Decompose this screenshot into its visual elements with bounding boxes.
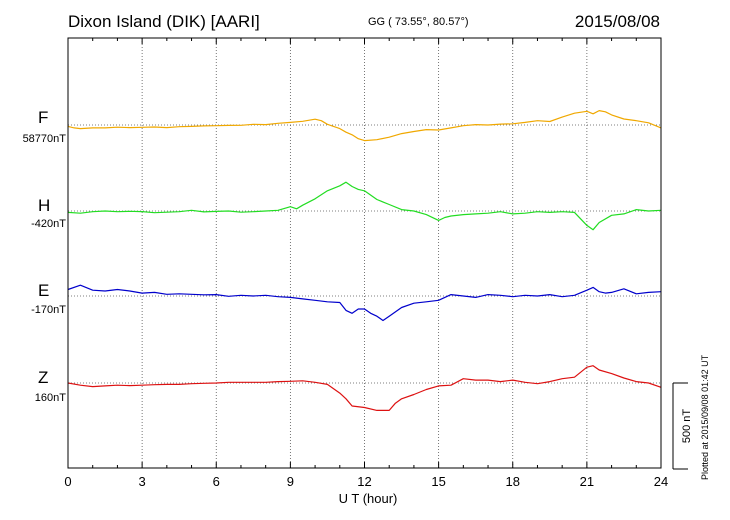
trace-baseline-z: 160nT — [34, 392, 66, 404]
trace-line-f — [67, 110, 662, 142]
x-tick-label: 6 — [213, 474, 220, 489]
x-axis-label: U T (hour) — [339, 491, 398, 506]
x-tick-label: 9 — [287, 474, 294, 489]
station-title: Dixon Island (DIK) [AARI] — [68, 12, 260, 31]
plot-frame — [67, 37, 662, 469]
trace-line-z — [67, 365, 662, 411]
trace-layer — [67, 110, 662, 411]
scale-bar-label: 500 nT — [681, 409, 693, 444]
x-tick-label: 18 — [506, 474, 520, 489]
x-tick-label: 21 — [580, 474, 594, 489]
x-tick-label: 3 — [139, 474, 146, 489]
x-tick-label: 0 — [64, 474, 71, 489]
trace-name-f: F — [38, 108, 49, 127]
x-tick-label: 15 — [431, 474, 445, 489]
trace-line-e — [67, 284, 662, 322]
trace-baseline-f: 58770nT — [22, 133, 66, 145]
trace-baseline-h: -420nT — [31, 218, 66, 230]
trace-baseline-e: -170nT — [31, 304, 66, 316]
grid-layer — [68, 38, 661, 468]
x-tick-label: 24 — [654, 474, 668, 489]
x-tick-label: 12 — [357, 474, 371, 489]
coordinates-label: GG ( 73.55°, 80.57°) — [368, 16, 469, 28]
trace-line-h — [67, 181, 662, 231]
trace-name-e: E — [38, 281, 50, 300]
date-label: 2015/08/08 — [574, 12, 660, 31]
trace-name-z: Z — [38, 368, 49, 387]
tick-layer: 0 3 6 9 12 15 18 21 24 — [64, 38, 668, 489]
trace-name-h: H — [38, 196, 51, 215]
scale-bar: 500 nT — [672, 382, 693, 470]
